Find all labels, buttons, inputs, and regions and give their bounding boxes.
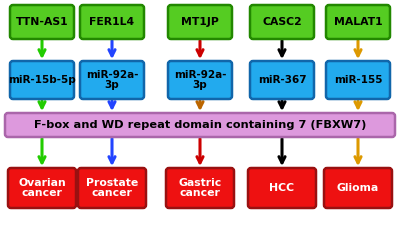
FancyBboxPatch shape (168, 5, 232, 39)
Text: Ovarian
cancer: Ovarian cancer (18, 178, 66, 198)
Text: MT1JP: MT1JP (181, 17, 219, 27)
FancyBboxPatch shape (248, 168, 316, 208)
Text: Glioma: Glioma (337, 183, 379, 193)
Text: FER1L4: FER1L4 (90, 17, 134, 27)
Text: miR-367: miR-367 (258, 75, 306, 85)
FancyBboxPatch shape (168, 61, 232, 99)
FancyBboxPatch shape (80, 61, 144, 99)
FancyBboxPatch shape (250, 61, 314, 99)
FancyBboxPatch shape (250, 5, 314, 39)
Text: Prostate
cancer: Prostate cancer (86, 178, 138, 198)
Text: Gastric
cancer: Gastric cancer (178, 178, 222, 198)
FancyBboxPatch shape (326, 61, 390, 99)
FancyBboxPatch shape (10, 5, 74, 39)
Text: miR-92a-
3p: miR-92a- 3p (86, 69, 138, 90)
Text: TTN-AS1: TTN-AS1 (16, 17, 68, 27)
Text: F-box and WD repeat domain containing 7 (FBXW7): F-box and WD repeat domain containing 7 … (34, 120, 366, 130)
Text: miR-15b-5p: miR-15b-5p (8, 75, 76, 85)
Text: CASC2: CASC2 (262, 17, 302, 27)
Text: MALAT1: MALAT1 (334, 17, 382, 27)
Text: miR-155: miR-155 (334, 75, 382, 85)
FancyBboxPatch shape (326, 5, 390, 39)
Text: HCC: HCC (270, 183, 294, 193)
FancyBboxPatch shape (324, 168, 392, 208)
FancyBboxPatch shape (10, 61, 74, 99)
FancyBboxPatch shape (166, 168, 234, 208)
FancyBboxPatch shape (5, 113, 395, 137)
FancyBboxPatch shape (8, 168, 76, 208)
FancyBboxPatch shape (80, 5, 144, 39)
FancyBboxPatch shape (78, 168, 146, 208)
Text: miR-92a-
3p: miR-92a- 3p (174, 69, 226, 90)
